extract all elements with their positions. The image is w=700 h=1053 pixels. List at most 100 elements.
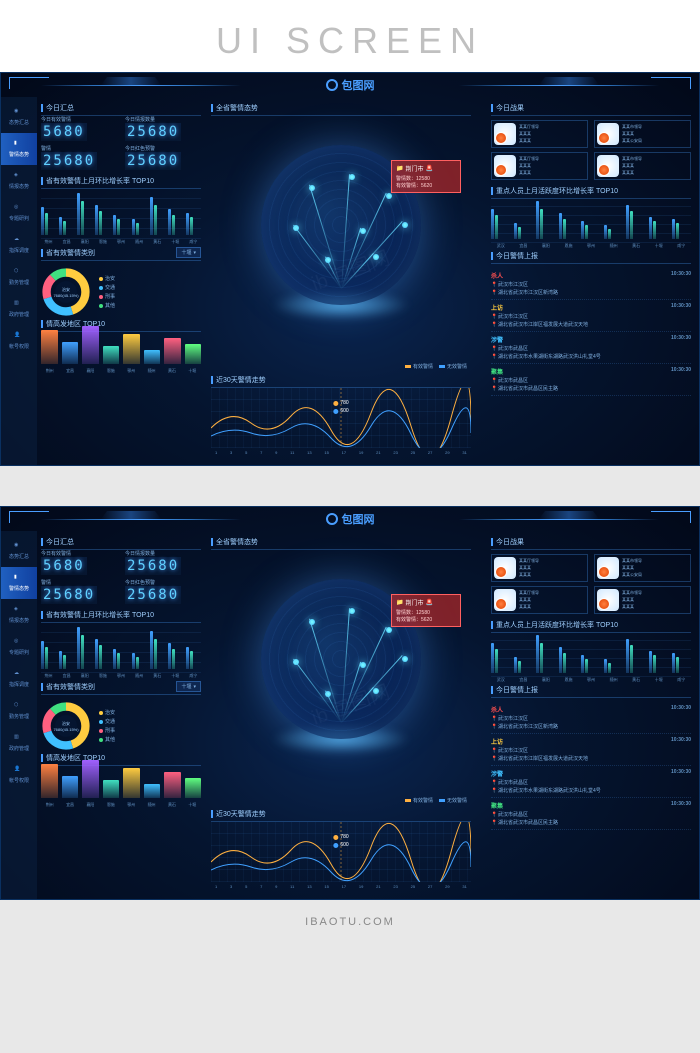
bar-label: 随州: [143, 802, 160, 808]
bar: [585, 659, 588, 673]
badge-card[interactable]: 某某市领导某某某某某公安局: [594, 120, 691, 148]
bar: [495, 215, 498, 239]
sidebar-item-2[interactable]: ◈情报态势: [1, 599, 37, 631]
sidebar-item-0[interactable]: ◉态势汇总: [1, 535, 37, 567]
bar-label: 宜昌: [61, 368, 78, 374]
stat-box: 今日有效警情5680: [41, 550, 117, 575]
x-label: 27: [428, 450, 432, 455]
bar-group: [150, 197, 165, 235]
sidebar-item-2[interactable]: ◈情报态势: [1, 165, 37, 197]
bar-label: 随州: [132, 673, 147, 679]
right-bar-chart: [491, 633, 691, 677]
legend-label: 其他: [105, 302, 115, 309]
globe-node: [402, 222, 408, 228]
stat-row-1: 今日有效警情5680今日情报数量25680: [41, 550, 201, 575]
event-item[interactable]: 聚集10:30:30 📍武汉市武昌区 📍湖北省武汉市武昌区民主路: [491, 798, 691, 830]
sidebar-item-7[interactable]: 👤帐号权限: [1, 759, 37, 791]
panel-title-donut: 省有效警情类别 十堰 ▾: [41, 245, 201, 261]
sidebar-item-3[interactable]: ◎专题研判: [1, 197, 37, 229]
event-item[interactable]: 涉警10:30:30 📍武汉市武昌区 📍湖北省武汉市水果湖街东湖路武汉洪山礼堂4…: [491, 766, 691, 798]
bar-group: [186, 647, 201, 669]
badge-card[interactable]: 某某厅领导某某某某某某: [491, 586, 588, 614]
badge-card[interactable]: 某某厅领导某某某某某某: [491, 152, 588, 180]
bar-label: 随州: [132, 239, 147, 245]
bar-group: [672, 219, 692, 239]
donut-dropdown[interactable]: 十堰 ▾: [176, 247, 201, 258]
cloud-icon: ☁: [14, 236, 24, 246]
dashboard-icon: ◉: [14, 108, 24, 118]
legend-dot: [99, 720, 103, 724]
bar-label: 黄石: [150, 673, 165, 679]
dashboard: ib 包图网 包图网 ◉态势汇总▮警情态势◈情报态势◎专题研判☁指挥调度⬡勤务管…: [0, 506, 700, 900]
sidebar-item-6[interactable]: ▥政府管理: [1, 293, 37, 325]
beam: [341, 655, 403, 723]
badge-card[interactable]: 某某市领导某某某某某公安局: [594, 554, 691, 582]
sidebar-item-1[interactable]: ▮警情态势: [1, 133, 37, 165]
building-icon: ▥: [14, 734, 24, 744]
badge-card[interactable]: 某某市领导某某某某某某: [594, 152, 691, 180]
sidebar-item-5[interactable]: ⬡勤务管理: [1, 695, 37, 727]
event-item[interactable]: 涉警10:30:30 📍武汉市武昌区 📍湖北省武汉市水果湖街东湖路武汉洪山礼堂4…: [491, 332, 691, 364]
right-bar-labels: 武汉宜昌襄阳恩施鄂州随州黄石十堰咸宁: [491, 243, 691, 249]
legend-label: 交通: [105, 284, 115, 291]
sidebar-item-3[interactable]: ◎专题研判: [1, 631, 37, 663]
bar-label: 黄石: [626, 243, 646, 249]
mini-bar: [62, 342, 79, 364]
bar-group: [168, 209, 183, 235]
event-item[interactable]: 杀人10:30:30 📍武汉市江汉区 📍湖北省武汉市江汉区新湾路: [491, 702, 691, 734]
badge-card[interactable]: 某某厅领导某某某某某某: [491, 554, 588, 582]
x-label: 17: [342, 450, 346, 455]
right-column: 今日战果 某某厅领导某某某某某某某某市领导某某某某某公安局 某某厅领导某某某某某…: [491, 101, 691, 396]
mini-bar-fill: [62, 342, 79, 364]
sidebar-item-7[interactable]: 👤帐号权限: [1, 325, 37, 357]
bar-group: [41, 641, 56, 669]
sidebar-label: 情报态势: [9, 183, 29, 190]
badge-card[interactable]: 某某市领导某某某某某某: [594, 586, 691, 614]
x-label: 9: [275, 450, 277, 455]
event-item[interactable]: 聚集10:30:30 📍武汉市武昌区 📍湖北省武汉市武昌区民主路: [491, 364, 691, 396]
event-item[interactable]: 上访10:30:30 📍武汉市江汉区 📍湖北省武汉市江岸区福发展大道武汉天地: [491, 734, 691, 766]
line-chart-panel: 近30天警情走势 有效警情无效警情 780600 135791113151719…: [211, 373, 471, 457]
sidebar-item-4[interactable]: ☁指挥调度: [1, 663, 37, 695]
alert-box[interactable]: 📁 荆门市 🚨 警情数：12580 有效警情：5620: [391, 160, 461, 193]
alert-box[interactable]: 📁 荆门市 🚨 警情数：12580 有效警情：5620: [391, 594, 461, 627]
marker-dot: [333, 835, 338, 840]
sidebar-item-5[interactable]: ⬡勤务管理: [1, 261, 37, 293]
bar-group: [113, 215, 128, 235]
legend-dot: [99, 711, 103, 715]
event-item[interactable]: 上访10:30:30 📍武汉市江汉区 📍湖北省武汉市江岸区福发展大道武汉天地: [491, 300, 691, 332]
x-label: 3: [230, 884, 232, 889]
badge-card[interactable]: 某某厅领导某某某某某某: [491, 120, 588, 148]
sidebar-label: 政府管理: [9, 311, 29, 318]
sidebar-item-4[interactable]: ☁指挥调度: [1, 229, 37, 261]
mini-bar: [82, 760, 99, 798]
bar: [540, 643, 543, 673]
line-x-labels: 135791113151719212325272931: [211, 882, 471, 891]
bar: [514, 657, 517, 673]
donut-chart: 治安 7680(45.15%): [41, 267, 91, 317]
events-title: 今日警情上报: [491, 683, 691, 698]
badge-info: 某某市领导某某某某某某: [622, 589, 688, 611]
marker-label: 780: [340, 834, 348, 840]
bar-label: 鄂州: [123, 802, 140, 808]
sidebar-item-0[interactable]: ◉态势汇总: [1, 101, 37, 133]
line-legend-item: 有效警情: [405, 797, 433, 804]
sidebar-label: 政府管理: [9, 745, 29, 752]
mini-bar-fill: [185, 778, 202, 798]
left-column: 今日汇总 今日有效警情5680今日情报数量25680 警情25680今日红色预警…: [41, 535, 201, 808]
legend-dot: [99, 295, 103, 299]
badge-info: 某某市领导某某某某某公安局: [622, 123, 688, 145]
badge-info: 某某厅领导某某某某某某: [519, 557, 585, 579]
mini-bar: [185, 344, 202, 364]
event-item[interactable]: 杀人10:30:30 📍武汉市江汉区 📍湖北省武汉市江汉区新湾路: [491, 268, 691, 300]
x-label: 3: [230, 450, 232, 455]
sidebar-item-6[interactable]: ▥政府管理: [1, 727, 37, 759]
cloud-icon: ☁: [14, 670, 24, 680]
donut-dropdown[interactable]: 十堰 ▾: [176, 681, 201, 692]
sidebar-label: 指挥调度: [9, 247, 29, 254]
legend-item: 其他: [99, 302, 115, 309]
bar: [154, 205, 157, 235]
stat-box: 警情25680: [41, 145, 117, 170]
sidebar-item-1[interactable]: ▮警情态势: [1, 567, 37, 599]
bar: [536, 201, 539, 239]
